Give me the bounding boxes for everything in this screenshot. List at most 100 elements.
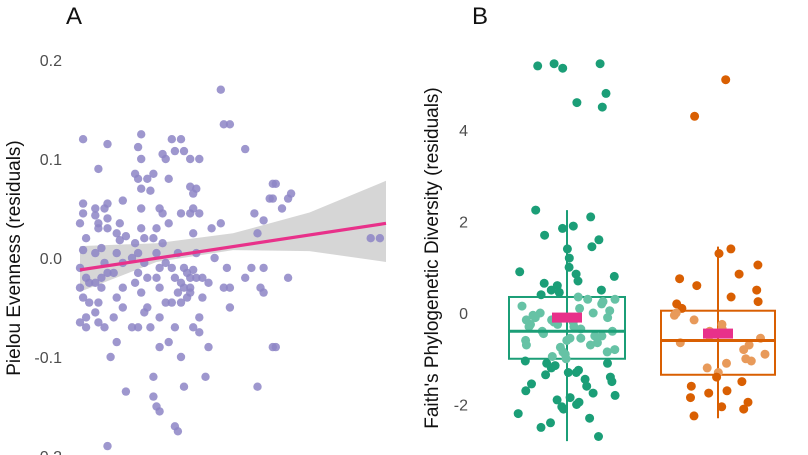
scatter-point <box>222 263 232 273</box>
scatter-point <box>103 224 112 233</box>
scatter-point <box>130 278 140 287</box>
scatter-point <box>155 407 164 416</box>
scatter-point <box>140 234 149 243</box>
scatter-point <box>81 313 91 322</box>
scatter-point <box>149 169 158 178</box>
data-point <box>531 205 541 215</box>
panel-b: B Faith's Phylogenetic Diversity (residu… <box>422 3 776 442</box>
data-point <box>521 340 531 350</box>
scatter-point <box>219 283 228 292</box>
data-point <box>603 313 613 323</box>
data-point <box>517 301 527 311</box>
data-point <box>734 269 744 279</box>
scatter-point <box>121 387 131 396</box>
data-point <box>554 287 564 297</box>
scatter-point <box>97 283 106 292</box>
data-point <box>597 331 607 341</box>
scatter-point <box>94 318 103 327</box>
data-point <box>610 345 620 355</box>
data-point <box>692 281 702 291</box>
panel-b-boxes <box>508 59 776 442</box>
scatter-point <box>140 308 149 317</box>
data-point <box>536 290 546 300</box>
scatter-point <box>182 293 192 302</box>
scatter-point <box>241 144 250 154</box>
data-point <box>558 347 568 357</box>
scatter-point <box>91 211 100 220</box>
scatter-point <box>259 263 268 273</box>
data-point <box>726 292 736 302</box>
scatter-point <box>164 174 173 183</box>
data-point <box>583 294 593 304</box>
scatter-point <box>152 273 161 282</box>
data-point <box>520 356 530 366</box>
scatter-point <box>225 283 235 292</box>
data-point <box>717 402 727 412</box>
scatter-point <box>167 135 176 144</box>
scatter-point <box>94 224 103 233</box>
scatter-point <box>103 268 112 278</box>
scatter-point <box>170 146 180 156</box>
data-point <box>607 377 617 387</box>
scatter-point <box>161 298 170 307</box>
scatter-point <box>91 204 100 213</box>
panel-b-label: B <box>472 3 488 30</box>
scatter-point <box>189 323 198 332</box>
scatter-point <box>118 303 128 312</box>
scatter-point <box>115 236 125 245</box>
panel-b-y-axis-title: Faith's Phylogenetic Diversity (residual… <box>422 87 443 429</box>
scatter-point <box>195 328 204 337</box>
scatter-point <box>94 298 103 307</box>
data-point <box>563 368 573 377</box>
scatter-point <box>103 441 112 451</box>
data-point <box>689 411 699 421</box>
data-point <box>540 230 550 240</box>
scatter-point <box>81 323 91 332</box>
data-point <box>753 297 763 307</box>
scatter-point <box>204 342 213 352</box>
scatter-point <box>253 382 262 391</box>
scatter-point <box>149 372 158 381</box>
scatter-point <box>195 313 204 322</box>
data-point <box>546 285 556 295</box>
scatter-point <box>118 283 128 292</box>
scatter-point <box>137 288 146 297</box>
data-point <box>515 267 525 277</box>
data-point <box>565 393 575 403</box>
scatter-point <box>97 243 106 253</box>
trend-line <box>79 221 387 272</box>
scatter-point <box>268 194 277 203</box>
outlier-point <box>572 98 582 108</box>
panel-a-points <box>75 85 385 451</box>
data-point <box>610 294 620 304</box>
scatter-point <box>283 273 293 282</box>
scatter-point <box>250 209 259 218</box>
data-point <box>552 395 562 405</box>
scatter-point <box>78 199 88 208</box>
scatter-point <box>81 234 91 243</box>
scatter-point <box>155 342 164 352</box>
data-point <box>571 368 581 377</box>
scatter-point <box>143 273 152 282</box>
scatter-point <box>366 234 375 243</box>
scatter-point <box>94 164 103 174</box>
panel-b-y-ticks: 4 2 0 -2 <box>454 123 468 415</box>
scatter-point <box>164 219 173 228</box>
scatter-point <box>91 308 100 317</box>
scatter-point <box>91 278 100 287</box>
scatter-point <box>149 392 158 401</box>
outlier-point <box>595 59 605 69</box>
scatter-point <box>149 234 158 243</box>
scatter-point <box>158 209 167 218</box>
scatter-point <box>112 248 121 258</box>
scatter-point <box>167 263 176 273</box>
scatter-point <box>219 120 228 129</box>
scatter-point <box>146 186 155 195</box>
data-point <box>541 370 551 380</box>
scatter-point <box>198 273 207 282</box>
scatter-point <box>103 139 112 149</box>
scatter-point <box>161 258 170 268</box>
scatter-point <box>75 318 85 327</box>
scatter-point <box>75 283 85 292</box>
